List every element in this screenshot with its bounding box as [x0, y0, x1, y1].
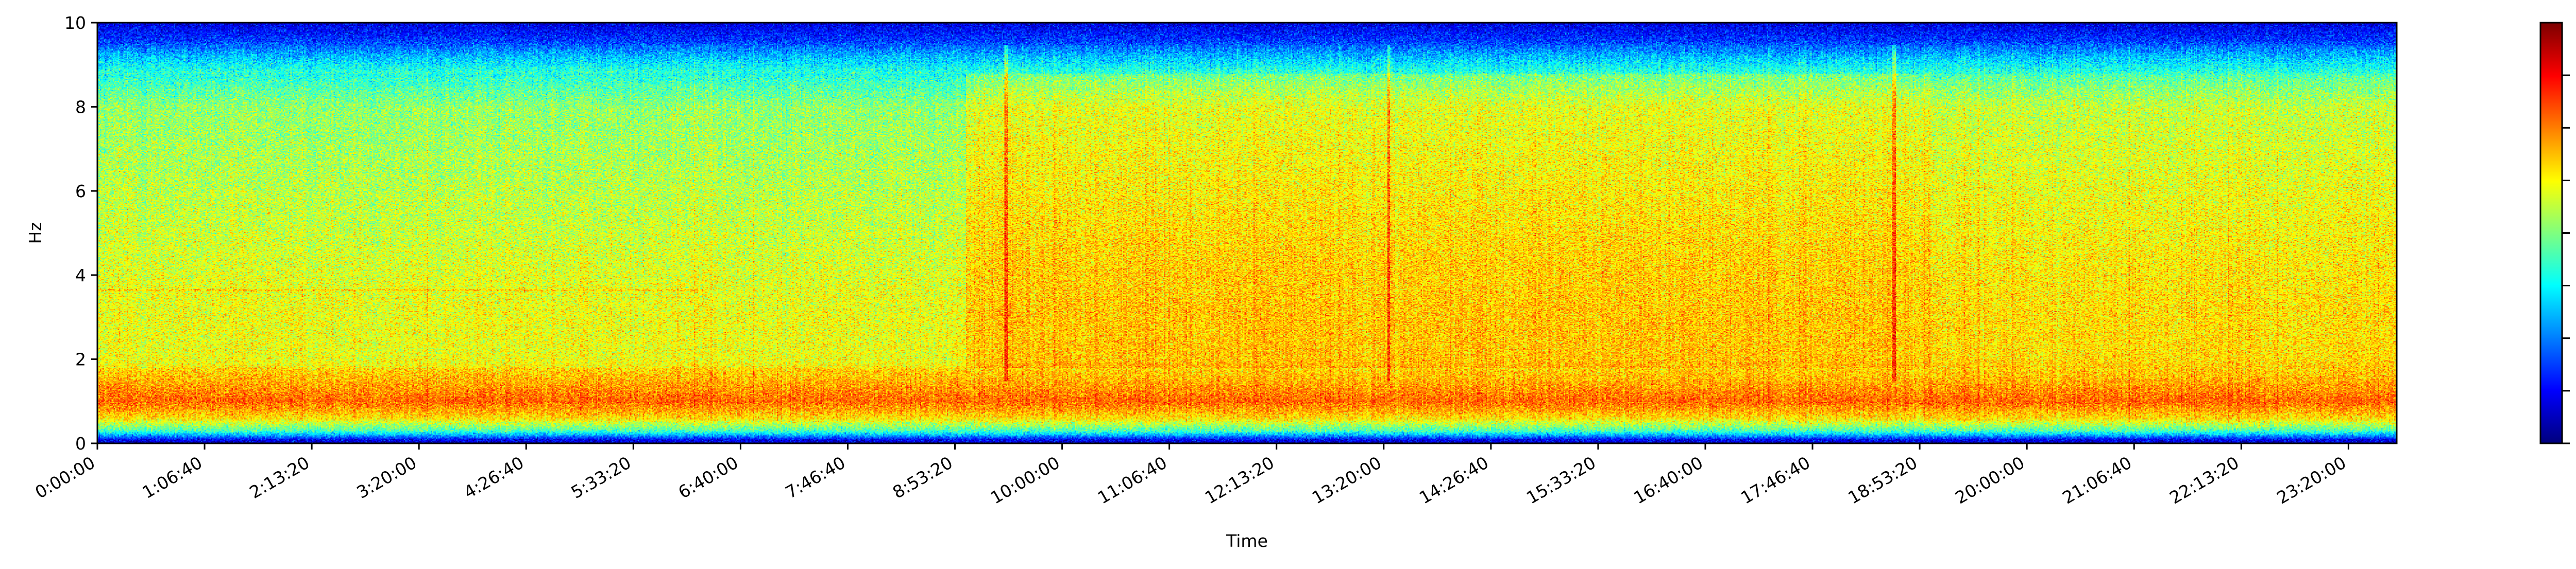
plot-frame — [96, 22, 2398, 444]
x-tick-label: 15:33:20 — [1523, 453, 1599, 508]
y-tick-label: 4 — [75, 265, 86, 285]
y-tick-label: 10 — [64, 13, 86, 33]
x-tick-label: 13:20:00 — [1309, 453, 1385, 508]
x-tick-label: 14:26:40 — [1416, 453, 1492, 508]
x-tick-label: 18:53:20 — [1844, 453, 1921, 508]
x-tick-label: 3:20:00 — [353, 453, 420, 503]
y-axis-label: Hz — [25, 222, 45, 244]
y-tick-label: 8 — [75, 97, 86, 117]
x-tick-label: 23:20:00 — [2274, 453, 2350, 508]
x-tick-label: 4:26:40 — [461, 453, 528, 503]
x-tick-label: 17:46:40 — [1737, 453, 1814, 508]
x-tick-label: 7:46:40 — [782, 453, 849, 503]
x-tick-label: 10:00:00 — [987, 453, 1063, 508]
x-tick-label: 21:06:40 — [2059, 453, 2135, 508]
colorbar-gradient — [2540, 23, 2562, 443]
y-tick-label: 2 — [75, 350, 86, 370]
x-tick-label: 6:40:00 — [675, 453, 742, 503]
x-axis-label: Time — [1226, 531, 1268, 551]
x-tick-label: 1:06:40 — [139, 453, 206, 503]
x-tick-label: 22:13:20 — [2166, 453, 2242, 508]
x-tick-label: 8:53:20 — [889, 453, 956, 503]
y-tick-label: 0 — [75, 434, 86, 454]
x-tick-label: 11:06:40 — [1094, 453, 1171, 508]
x-tick-label: 5:33:20 — [568, 453, 635, 503]
spectrogram-image — [97, 23, 2397, 443]
x-tick-label: 2:13:20 — [246, 453, 313, 503]
x-tick-label: 0:00:00 — [31, 453, 98, 503]
colorbar-frame — [2539, 22, 2563, 444]
x-tick-label: 12:13:20 — [1201, 453, 1278, 508]
y-tick-label: 6 — [75, 181, 86, 201]
x-tick-label: 16:40:00 — [1630, 453, 1706, 508]
x-tick-label: 20:00:00 — [1952, 453, 2028, 508]
